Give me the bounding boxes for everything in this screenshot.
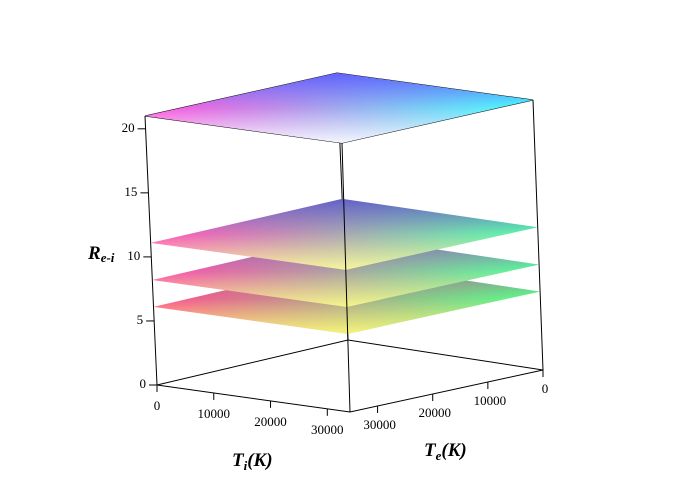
y-axis-label: Te(K) (424, 440, 467, 463)
z-tick-label: 15 (124, 184, 137, 199)
x-tick-label: 30000 (311, 422, 344, 437)
x-axis-label: Ti(K) (232, 450, 273, 473)
z-tick-label: 10 (127, 248, 140, 263)
y-tick-label: 0 (542, 381, 549, 396)
surface-shade (150, 198, 538, 270)
surface (145, 73, 533, 143)
front-edges: 0 5 10 15 20 0 10000 20000 30000 0 10000 20000 30000 (122, 120, 549, 437)
box-edge (144, 115, 158, 386)
box-edge (341, 142, 351, 413)
z-tick-label: 0 (140, 376, 147, 391)
x-tick-label: 10000 (198, 406, 231, 421)
box-edge (532, 99, 544, 371)
z-axis-label: Re-i (87, 243, 115, 265)
y-tick-label: 20000 (418, 405, 451, 420)
x-tick-label: 20000 (254, 414, 287, 429)
x-tick-label: 0 (154, 398, 161, 413)
z-tick-label: 20 (122, 120, 135, 135)
y-tick-label: 30000 (363, 417, 396, 432)
y-tick-label: 10000 (474, 393, 507, 408)
z-tick-label: 5 (137, 312, 144, 327)
surface (150, 198, 538, 270)
surface-shade (145, 73, 533, 143)
